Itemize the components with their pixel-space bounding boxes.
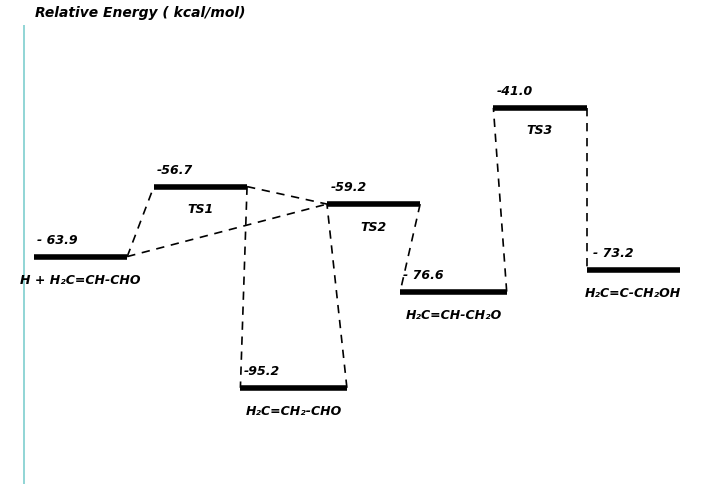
Text: -95.2: -95.2 [244,365,280,378]
Text: -59.2: -59.2 [330,182,366,194]
Text: H₂C=C-CH₂OH: H₂C=C-CH₂OH [585,287,681,300]
Text: TS3: TS3 [527,124,553,137]
Text: TS2: TS2 [361,221,387,234]
Text: TS1: TS1 [187,203,214,216]
Text: - 63.9: - 63.9 [37,234,78,247]
Text: H₂C=CH₂-CHO: H₂C=CH₂-CHO [246,405,342,418]
Text: -56.7: -56.7 [157,164,194,177]
Text: -41.0: -41.0 [497,85,533,98]
Text: Relative Energy ( kcal/mol): Relative Energy ( kcal/mol) [35,6,246,20]
Text: H + H₂C=CH-CHO: H + H₂C=CH-CHO [20,274,141,287]
Text: H₂C=CH-CH₂O: H₂C=CH-CH₂O [405,309,502,322]
Text: - 73.2: - 73.2 [593,247,634,260]
Text: - 76.6: - 76.6 [403,269,444,282]
